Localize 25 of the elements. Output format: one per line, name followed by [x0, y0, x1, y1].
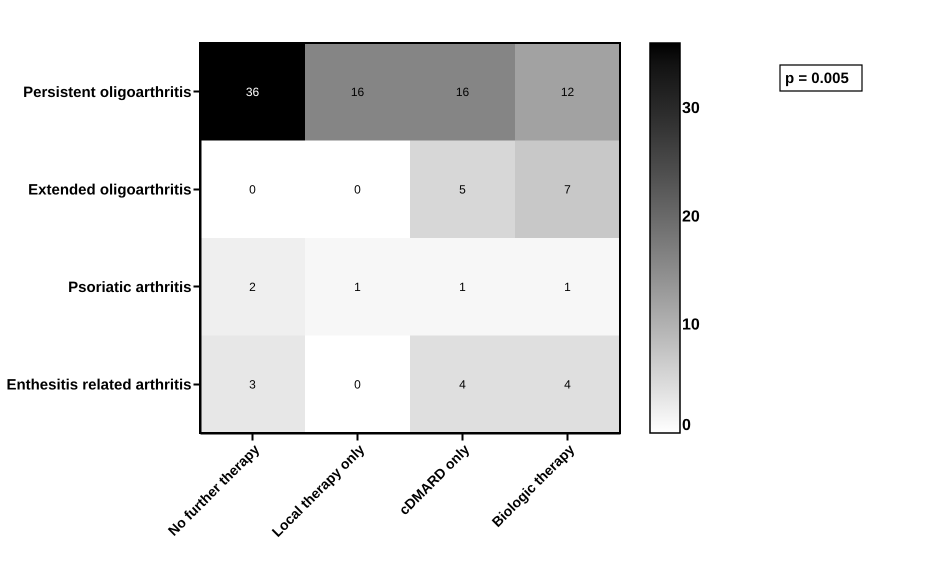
text: p = 0.005 — [785, 70, 849, 87]
data-label: 7 — [564, 182, 572, 196]
data-label: 3 — [249, 377, 256, 392]
color-bar-label: 10 — [682, 316, 700, 334]
data-label: 16 — [350, 84, 364, 99]
color-bar-label: 30 — [682, 100, 700, 117]
data-label: 4 — [459, 377, 466, 392]
y-tick-label: Enthesitis related arthritis — [6, 376, 192, 394]
data-label: 1 — [564, 280, 572, 294]
data-label: 0 — [354, 182, 362, 196]
data-label: 2 — [249, 280, 256, 294]
data-label: 1 — [459, 280, 466, 294]
y-tick-label: Persistent oligoarthritis — [23, 84, 192, 101]
y-tick-label: Extended oligoarthritis — [28, 181, 192, 198]
data-label: 4 — [564, 377, 572, 392]
data-label: 0 — [249, 182, 256, 196]
color-bar-label: 20 — [682, 208, 700, 226]
data-label: 0 — [354, 377, 362, 392]
y-tick-label: Psoriatic arthritis — [68, 278, 192, 296]
data-label: 5 — [459, 182, 466, 196]
data-label: 1 — [354, 280, 362, 294]
data-label: 12 — [560, 84, 574, 99]
data-label: 16 — [456, 84, 470, 99]
data-label: 36 — [246, 84, 260, 99]
color-bar-label: 0 — [682, 417, 691, 434]
